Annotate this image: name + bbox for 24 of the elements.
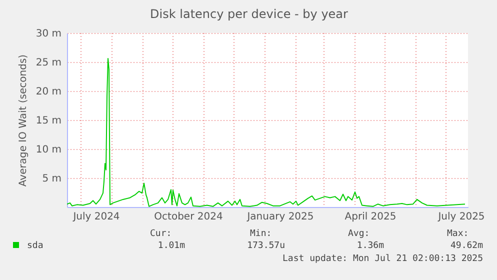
text: Min: (250, 229, 272, 239)
y-tick-label: 20 m (36, 86, 62, 98)
y-tick-label: 15 m (36, 116, 62, 126)
x-tick-label: July 2024 (72, 212, 120, 222)
text: 49.62m (450, 241, 483, 251)
text: 1.01m (158, 241, 185, 251)
x-tick-label: April 2025 (344, 212, 396, 222)
text: Avg: (348, 229, 370, 239)
chart-title: Disk latency per device - by year (150, 7, 348, 21)
text: Cur: (150, 229, 172, 239)
x-tick-label: October 2024 (154, 212, 223, 222)
text: Last update: Mon Jul 21 02:00:13 2025 (282, 254, 483, 264)
y-tick-label: 30 m (36, 28, 62, 40)
legend-label: sda (27, 241, 44, 251)
y-tick-label: 25 m (36, 58, 62, 68)
x-tick-label: January 2025 (246, 212, 314, 222)
text: 173.57u (247, 241, 285, 251)
line-series (67, 58, 466, 207)
y-tick-label: 5 m (42, 174, 62, 184)
y-axis-title: Average IO Wait (seconds) (18, 54, 29, 187)
text: Max: (447, 229, 469, 239)
y-tick-label: 10 m (36, 144, 62, 156)
x-tick-label: July 2025 (437, 212, 485, 222)
text: 1.36m (356, 241, 384, 251)
